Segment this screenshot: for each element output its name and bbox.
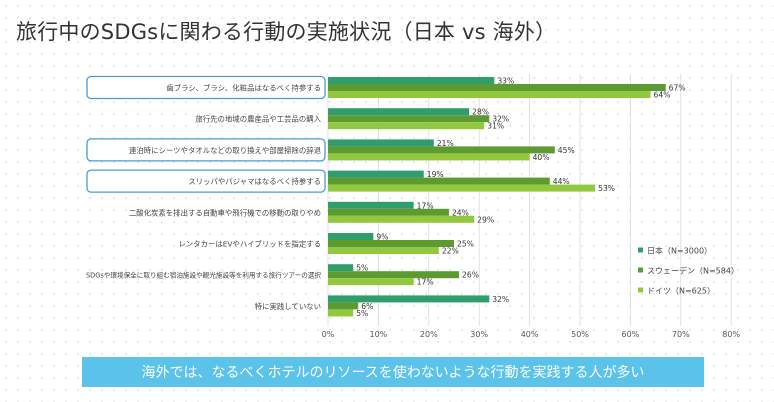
x-tick-label: 0% (322, 330, 335, 339)
bar (328, 153, 530, 161)
bar (328, 115, 490, 123)
value-label: 24% (452, 208, 469, 217)
value-label: 32% (492, 295, 509, 304)
x-tick-label: 60% (622, 330, 640, 339)
bar (328, 122, 485, 130)
legend-swatch (638, 287, 643, 293)
legend-swatch (638, 247, 643, 253)
value-label: 32% (492, 115, 509, 124)
bar (328, 271, 460, 279)
bar (328, 84, 666, 91)
footer-banner: 海外では、なるべくホテルのリソースを使わないような行動を実践する人が多い (82, 357, 704, 387)
value-label: 53% (598, 184, 615, 193)
x-tick-label: 30% (470, 330, 488, 339)
bar (328, 233, 374, 240)
value-label: 64% (654, 91, 671, 100)
x-tick-label: 40% (521, 330, 539, 339)
bar (328, 264, 354, 272)
x-tick-label: 20% (420, 330, 438, 339)
value-label: 45% (558, 146, 575, 155)
bar (328, 215, 475, 223)
category-label: 特に実践していない (255, 302, 321, 311)
category-label: SDGsや環境保全に取り組む宿泊施設や観光施設等を利用する旅行ツアーの選択 (86, 271, 321, 280)
bar (328, 201, 414, 209)
x-tick-label: 10% (370, 330, 388, 339)
highlight-box (86, 138, 326, 162)
bar (328, 302, 359, 310)
value-label: 29% (477, 215, 494, 224)
bar (328, 177, 550, 185)
bar (328, 208, 449, 216)
value-label: 25% (457, 240, 474, 249)
x-tick-label: 70% (672, 330, 690, 339)
bar (328, 240, 454, 247)
highlight-box (86, 169, 326, 193)
value-label: 19% (427, 170, 444, 179)
bar (328, 247, 439, 254)
legend-label: スウェーデン（N=584） (647, 266, 739, 276)
value-label: 5% (356, 309, 368, 318)
value-label: 9% (376, 233, 388, 242)
value-label: 67% (669, 84, 686, 93)
bar (328, 139, 434, 147)
value-label: 6% (361, 302, 373, 311)
bar (328, 309, 354, 317)
bar (328, 146, 555, 154)
category-label: スリッパやパジャマはなるべく持参する (188, 177, 321, 186)
value-label: 40% (533, 153, 550, 162)
category-label: 連泊時にシーツやタオルなどの取り換えや部屋掃除の辞退 (129, 146, 322, 155)
value-label: 17% (417, 201, 434, 210)
bar (328, 295, 490, 303)
x-tick-label: 80% (722, 330, 740, 339)
legend-label: 日本（N=3000） (647, 246, 712, 256)
x-tick-label: 50% (571, 330, 589, 339)
category-label: 二酸化炭素を排出する自動車や飛行機での移動の取りやめ (129, 208, 321, 217)
value-label: 17% (417, 278, 434, 287)
bar (328, 170, 424, 178)
bar (328, 108, 470, 116)
bar (328, 77, 495, 84)
bar (328, 184, 596, 192)
value-label: 31% (487, 122, 504, 131)
value-label: 21% (437, 139, 454, 148)
legend-label: ドイツ（N=625） (647, 287, 715, 296)
bar (328, 278, 414, 286)
category-label: 歯ブラシ、ブラシ、化粧品はなるべく持参する (166, 84, 321, 93)
page-title: 旅行中のSDGsに関わる行動の実施状況（日本 vs 海外） (16, 20, 557, 44)
value-label: 26% (462, 271, 479, 280)
category-label: レンタカーはEVやハイブリッドを指定する (178, 240, 321, 249)
category-label: 旅行先の地域の農産品や工芸品の購入 (195, 115, 321, 124)
value-label: 22% (442, 247, 459, 256)
value-label: 33% (497, 77, 514, 86)
value-label: 5% (356, 264, 368, 273)
highlight-box (86, 75, 326, 100)
bar (328, 91, 651, 98)
legend-swatch (638, 267, 643, 273)
value-label: 44% (553, 177, 570, 186)
value-label: 28% (472, 108, 489, 117)
